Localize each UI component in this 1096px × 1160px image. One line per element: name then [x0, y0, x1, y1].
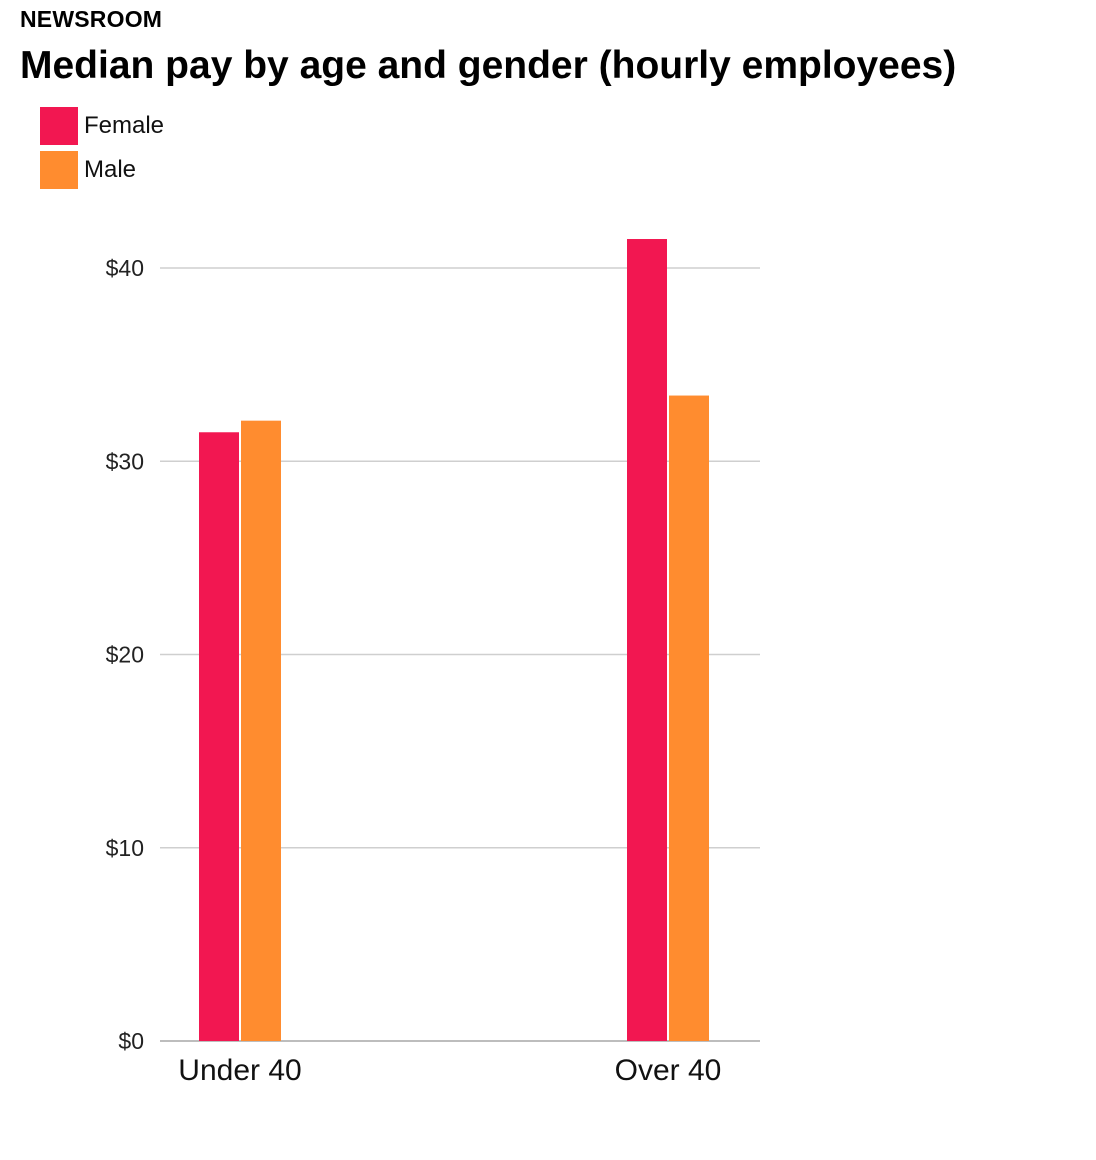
legend: Female Male — [40, 107, 164, 195]
bars — [199, 239, 709, 1042]
y-tick-label: $10 — [106, 835, 144, 861]
bar-female — [199, 432, 239, 1041]
chart-title: Median pay by age and gender (hourly emp… — [20, 44, 957, 87]
legend-swatch-male — [40, 151, 78, 189]
y-tick-label: $0 — [118, 1028, 144, 1054]
kicker-label: NEWSROOM — [20, 6, 163, 32]
x-category-label: Over 40 — [615, 1054, 722, 1087]
y-tick-label: $30 — [106, 448, 144, 474]
legend-item-male: Male — [40, 151, 164, 189]
legend-swatch-female — [40, 107, 78, 145]
y-tick-label: $20 — [106, 642, 144, 668]
bar-female — [627, 239, 667, 1041]
bar-male — [241, 420, 281, 1042]
y-tick-label: $40 — [106, 255, 144, 281]
axes: $0 $10 $20 $30 $40 Under 40 Over 40 — [106, 255, 722, 1087]
legend-label-female: Female — [84, 112, 165, 139]
legend-label-male: Male — [84, 156, 137, 183]
x-category-label: Under 40 — [178, 1054, 301, 1087]
bar-male — [669, 395, 709, 1041]
legend-item-female: Female — [40, 107, 164, 145]
